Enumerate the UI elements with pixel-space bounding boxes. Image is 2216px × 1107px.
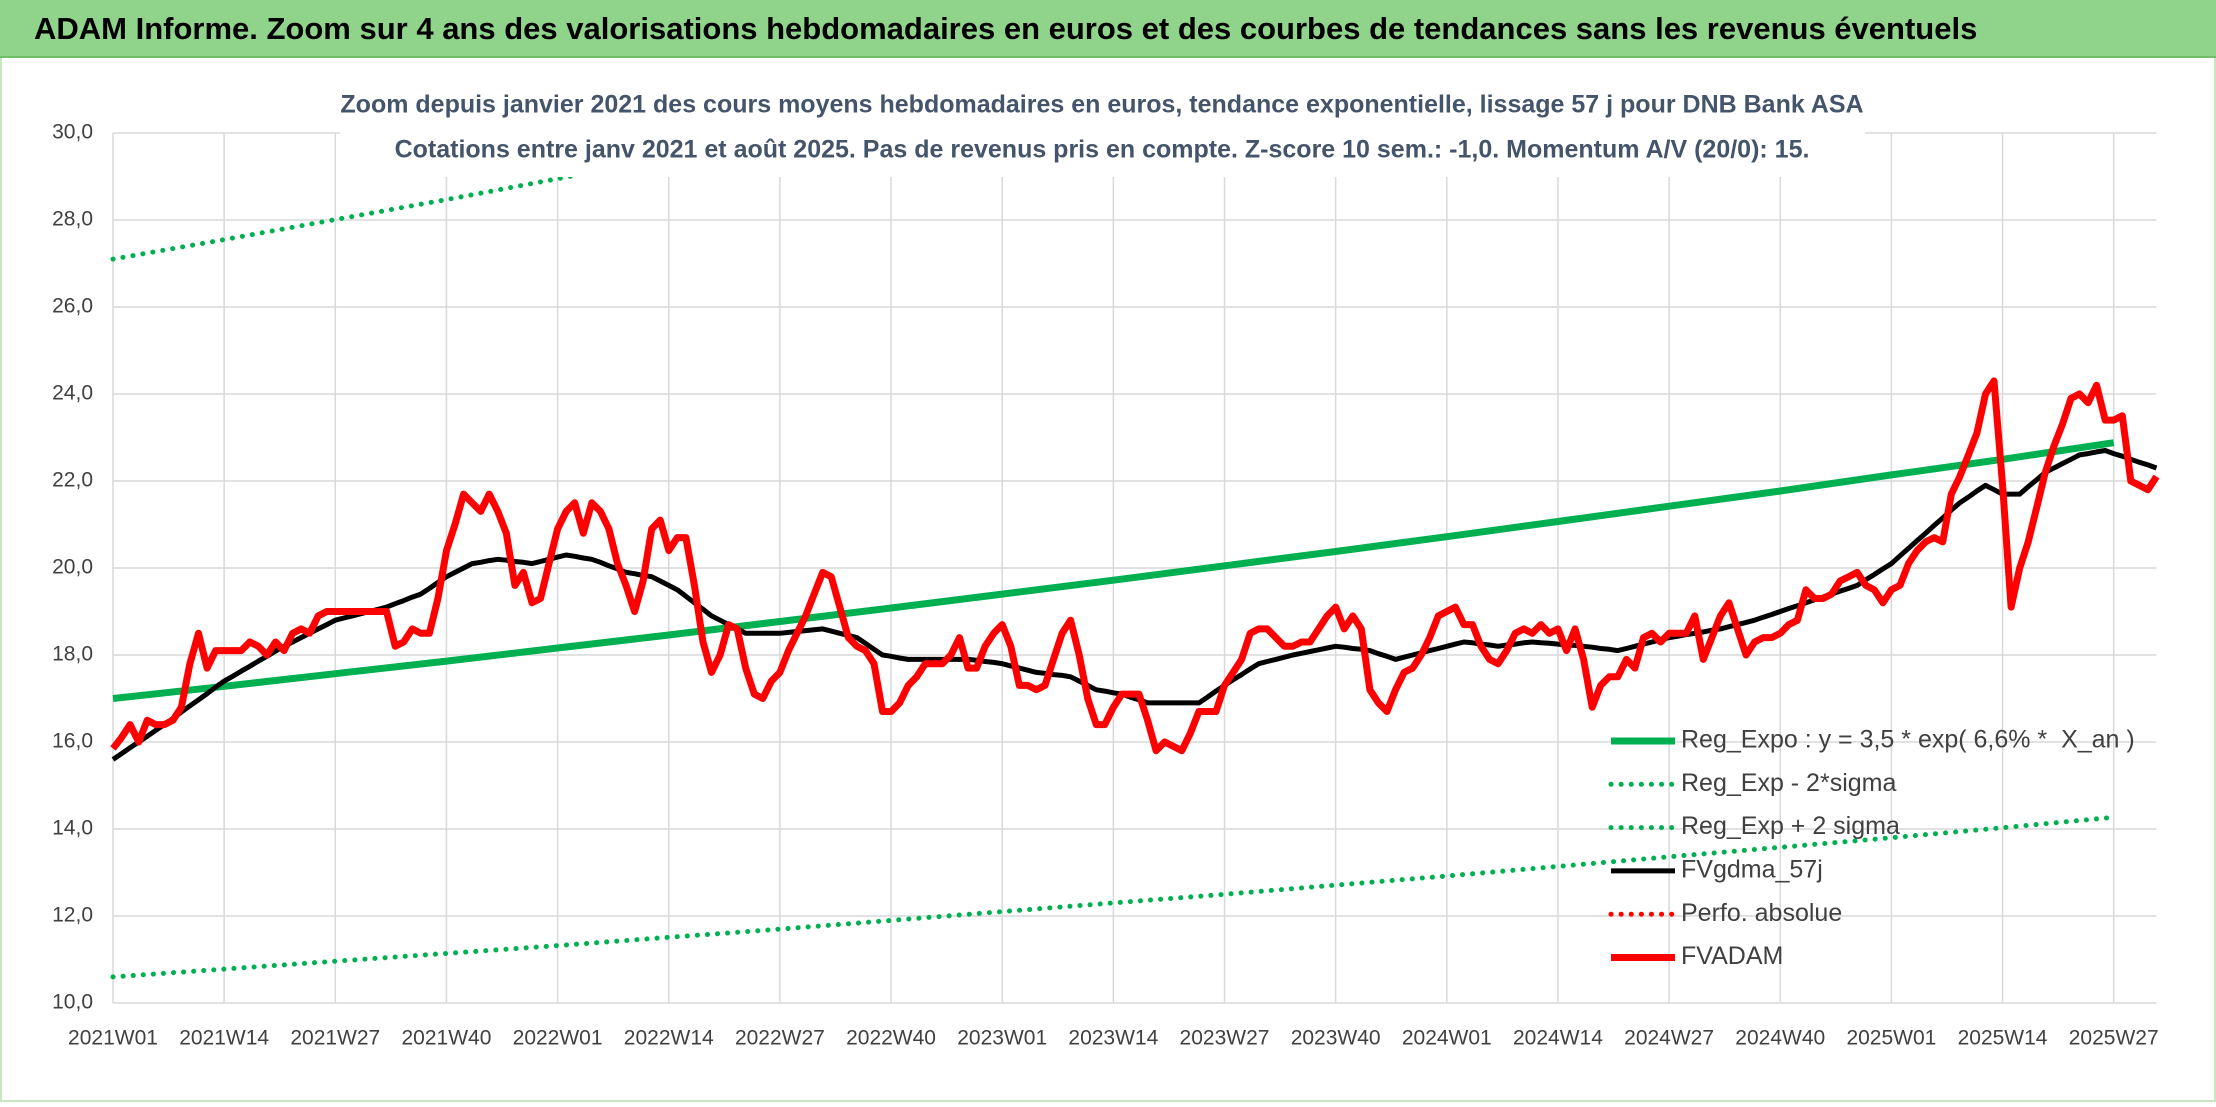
y-tick-label: 16,0 xyxy=(52,730,93,753)
y-tick-label: 30,0 xyxy=(52,121,93,144)
x-tick-label: 2024W40 xyxy=(1735,1027,1825,1050)
x-tick-label: 2022W40 xyxy=(846,1027,936,1050)
y-tick-label: 12,0 xyxy=(52,904,93,927)
series-line xyxy=(110,377,2160,755)
chart-subtitle: Cotations entre janv 2021 et août 2025. … xyxy=(395,136,1810,164)
legend-label: Reg_Exp - 2*sigma xyxy=(1681,769,1896,797)
x-tick-label: 2023W14 xyxy=(1068,1027,1158,1050)
chart-title: Zoom depuis janvier 2021 des cours moyen… xyxy=(340,91,1863,119)
x-tick-label: 2021W14 xyxy=(179,1027,269,1050)
y-tick-label: 20,0 xyxy=(52,556,93,579)
x-tick-label: 2024W01 xyxy=(1402,1027,1492,1050)
legend-label: Reg_Expo : y = 3,5 * exp( 6,6% * X_an ) xyxy=(1681,726,2135,754)
y-tick-label: 24,0 xyxy=(52,382,93,405)
x-tick-label: 2022W14 xyxy=(624,1027,714,1050)
x-tick-label: 2021W40 xyxy=(401,1027,491,1050)
series-line xyxy=(112,439,2115,702)
y-tick-label: 28,0 xyxy=(52,208,93,231)
x-tick-label: 2022W27 xyxy=(735,1027,825,1050)
legend-label: FVADAM xyxy=(1681,942,1783,970)
x-tick-label: 2024W14 xyxy=(1513,1027,1603,1050)
x-tick-label: 2025W01 xyxy=(1846,1027,1936,1050)
header-bar xyxy=(0,0,2216,56)
legend-label: FVgdma_57j xyxy=(1681,856,1823,884)
x-tick-label: 2025W27 xyxy=(2069,1027,2159,1050)
y-tick-label: 22,0 xyxy=(52,469,93,492)
y-tick-label: 10,0 xyxy=(52,991,93,1014)
x-tick-label: 2025W14 xyxy=(1958,1027,2048,1050)
x-tick-label: 2024W27 xyxy=(1624,1027,1714,1050)
x-tick-label: 2021W27 xyxy=(290,1027,380,1050)
x-tick-label: 2022W01 xyxy=(513,1027,603,1050)
y-tick-label: 14,0 xyxy=(52,817,93,840)
legend-label: Perfo. absolue xyxy=(1681,899,1842,927)
header-title: ADAM Informe. Zoom sur 4 ans des valoris… xyxy=(34,11,1977,46)
title-box xyxy=(340,82,1865,177)
x-tick-label: 2023W40 xyxy=(1291,1027,1381,1050)
legend-label: Reg_Exp + 2 sigma xyxy=(1681,812,1900,840)
x-tick-label: 2023W27 xyxy=(1180,1027,1270,1050)
x-tick-label: 2021W01 xyxy=(68,1027,158,1050)
series-line xyxy=(110,814,2117,980)
y-tick-label: 18,0 xyxy=(52,643,93,666)
x-tick-label: 2023W01 xyxy=(957,1027,1047,1050)
y-tick-label: 26,0 xyxy=(52,295,93,318)
